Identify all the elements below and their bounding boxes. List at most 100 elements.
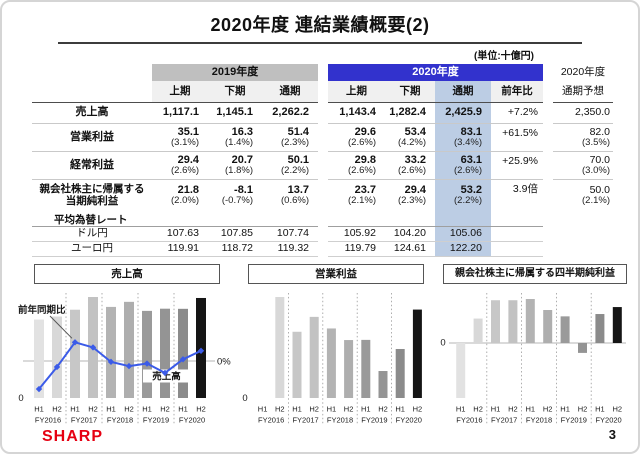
x-axis-half-label: H1: [142, 405, 152, 414]
x-axis-half-label: H2: [578, 405, 588, 414]
value-cell: 63.1 (2.6%): [435, 151, 491, 179]
fx-value-cell: 119.91: [152, 242, 208, 257]
bar-h2-fy2019: [578, 343, 587, 353]
x-axis-half-label: H1: [491, 405, 501, 414]
bar-h1-fy2018: [326, 328, 336, 398]
fx-value-cell: 105.06: [435, 227, 491, 242]
fx-row-label: ユーロ円: [32, 242, 152, 257]
fx-value-cell: 107.74: [262, 227, 318, 242]
x-axis-half-label: H1: [292, 405, 302, 414]
x-axis-half-label: H2: [543, 405, 553, 414]
operating-profit-chart: H1 H2 H1 H2 H1 H2 H1 H2 H1 H2 FY2016 FY2017 FY2018 FY…: [242, 293, 423, 425]
bar-h2-fy2018: [124, 301, 134, 398]
line-marker-diamond: [125, 362, 133, 370]
bar-h2-fy2016: [52, 316, 62, 398]
line-marker-diamond: [71, 339, 79, 346]
bar-h1-fy2020: [395, 348, 405, 398]
bar-h1-fy2016: [456, 343, 466, 398]
x-axis-half-label: H1: [456, 405, 466, 414]
yoy-value: 3.9倍: [491, 179, 543, 211]
bar-h1-fy2019: [142, 310, 152, 398]
bar-h1-fy2020: [178, 308, 188, 398]
bar-h2-fy2016: [275, 297, 285, 398]
fy2020-group-header: 2020年度: [328, 64, 543, 81]
value-cell: 1,117.1: [152, 102, 208, 123]
row-label: 経常利益: [32, 151, 152, 179]
value-cell: 53.2 (2.2%): [435, 179, 491, 211]
value-cell: 1,282.4: [385, 102, 435, 123]
x-axis-half-label: H1: [361, 405, 371, 414]
sharp-logo: SHARP: [42, 428, 104, 445]
bar-h1-fy2018: [106, 306, 116, 398]
x-axis-year-label: FY2017: [491, 416, 517, 425]
zero-axis-label: 0: [440, 338, 445, 349]
row-label: 売上高: [32, 102, 152, 123]
x-axis-year-label: FY2017: [292, 416, 318, 425]
x-axis-year-label: FY2020: [179, 416, 205, 425]
fx-value-cell: 119.79: [328, 242, 385, 257]
value-cell: 2,262.2: [262, 102, 318, 123]
value-cell: 35.1 (3.1%): [152, 123, 208, 151]
x-axis-year-label: FY2019: [561, 416, 587, 425]
page-number: 3: [608, 427, 616, 442]
bar-h2-fy2018: [344, 340, 354, 398]
x-axis-half-label: H1: [526, 405, 536, 414]
value-cell: 13.7 (0.6%): [262, 179, 318, 211]
x-axis-half-label: H1: [106, 405, 116, 414]
value-cell: -8.1 (-0.7%): [208, 179, 262, 211]
chart-title-net-sales: 売上高: [34, 264, 220, 284]
line-marker-diamond: [143, 360, 151, 367]
chart-panel-net-profit: 親会社株主に帰属する四半期純利益 H1 H2 H1 H2 H1 H2 H1 H2 H1 H2 FY2…: [438, 264, 632, 426]
x-axis-half-label: H1: [34, 405, 44, 414]
x-axis-year-label: FY2019: [361, 416, 387, 425]
bar-h1-fy2017: [292, 331, 302, 398]
forecast-cell: 70.0 (3.0%): [553, 151, 613, 179]
x-axis-half-label: H2: [88, 405, 98, 414]
x-axis-half-label: H2: [160, 405, 170, 414]
x-axis-half-label: H1: [258, 405, 268, 414]
x-axis-half-label: H2: [52, 405, 62, 414]
fx-value-cell: 118.72: [208, 242, 262, 257]
x-axis-half-label: H2: [613, 405, 623, 414]
fx-value-cell: 119.32: [262, 242, 318, 257]
zero-percent-label: 0%: [217, 357, 231, 368]
fx-header-spacer: [491, 211, 543, 227]
period-header: 通期: [435, 81, 491, 102]
period-header: 上期: [152, 81, 208, 102]
value-cell: 53.4 (4.2%): [385, 123, 435, 151]
bar-h1-fy2020: [595, 314, 605, 343]
forecast-header-period: 通期予想: [562, 84, 604, 97]
fx-value-cell: 107.85: [208, 227, 262, 242]
bar-h1-fy2019: [560, 316, 570, 343]
forecast-cell: 2,350.0: [553, 102, 613, 123]
bar-h2-fy2019: [378, 371, 388, 398]
fx-spacer: [491, 242, 543, 257]
bar-h1-fy2017: [491, 300, 500, 343]
fx-header-spacer: [385, 211, 435, 227]
value-cell: 29.8 (2.6%): [328, 151, 385, 179]
period-header: 通期: [262, 81, 318, 102]
value-cell: 29.6 (2.6%): [328, 123, 385, 151]
x-axis-half-label: H2: [413, 405, 423, 414]
fx-row-label: ドル円: [32, 227, 152, 242]
x-axis-half-label: H1: [395, 405, 405, 414]
fx-value-cell: 122.20: [435, 242, 491, 257]
x-axis-year-label: FY2020: [595, 416, 621, 425]
x-axis-half-label: H1: [327, 405, 337, 414]
yoy-header: 前年比: [491, 81, 543, 102]
value-cell: 16.3 (1.4%): [208, 123, 262, 151]
page-title: 2020年度 連結業績概要(2): [210, 15, 430, 35]
period-header: 上期: [328, 81, 385, 102]
x-axis-year-label: FY2018: [107, 416, 133, 425]
bar-h2-fy2016: [473, 318, 483, 343]
value-cell: 20.7 (1.8%): [208, 151, 262, 179]
row-label: 営業利益: [32, 123, 152, 151]
net-sales-chart: H1 H2 H1 H2 H1 H2 H1 H2 H1 H2 FY2016 FY2017 FY2018 FY…: [18, 293, 231, 425]
line-marker-diamond: [35, 385, 43, 393]
x-axis-year-label: FY2016: [258, 416, 284, 425]
yoy-annotation-label: 前年同期比: [18, 304, 66, 316]
x-axis-half-label: H2: [196, 405, 206, 414]
fx-header-spacer: [208, 211, 262, 227]
x-axis-half-label: H1: [178, 405, 188, 414]
